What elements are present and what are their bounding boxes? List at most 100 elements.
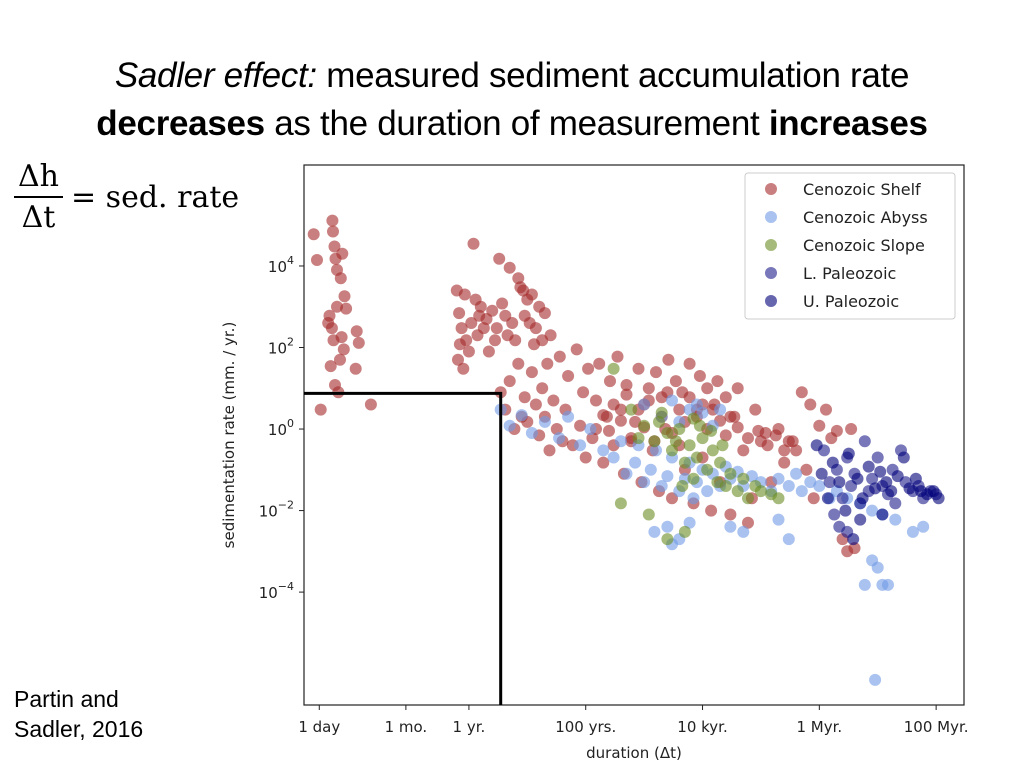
point-2-13 [701, 463, 714, 476]
point-2-11 [690, 451, 703, 464]
point-3-1 [823, 476, 836, 489]
point-0-151 [807, 492, 820, 505]
point-0-97 [593, 357, 606, 370]
point-0-159 [845, 423, 858, 435]
slide-title: Sadler effect: measured sediment accumul… [0, 52, 1024, 148]
legend-marker-4 [765, 295, 777, 307]
x-tick-label-4: 10 kyr. [677, 718, 727, 736]
citation: Partin and Sadler, 2016 [14, 684, 143, 744]
point-2-35 [716, 439, 729, 452]
point-0-91 [574, 419, 587, 432]
point-0-184 [731, 421, 744, 434]
point-0-29 [455, 322, 468, 335]
point-1-6 [562, 410, 575, 423]
point-2-27 [642, 508, 655, 521]
point-0-78 [529, 398, 542, 411]
point-0-23 [349, 362, 362, 375]
point-1-19 [661, 470, 674, 483]
y-tick-label-0: 10−4 [259, 580, 294, 602]
x-tick-label-3: 100 yrs. [555, 718, 616, 736]
point-2-20 [737, 472, 750, 485]
point-2-12 [696, 432, 709, 445]
point-0-6 [327, 225, 339, 238]
point-2-16 [714, 456, 727, 469]
point-4-8 [856, 492, 869, 505]
point-0-75 [518, 391, 531, 404]
point-0-73 [512, 357, 525, 370]
point-1-55 [724, 520, 737, 533]
point-0-67 [541, 357, 554, 370]
point-0-164 [614, 414, 627, 427]
point-2-28 [661, 533, 674, 546]
point-3-24 [828, 508, 841, 521]
point-1-64 [869, 673, 882, 686]
point-1-61 [871, 561, 884, 574]
x-tick-label-1: 1 mo. [385, 718, 428, 736]
point-1-42 [813, 480, 826, 492]
point-4-16 [903, 482, 916, 495]
point-1-4 [538, 415, 551, 428]
point-4-13 [885, 485, 898, 498]
point-2-26 [614, 497, 627, 510]
legend-label-2: Cenozoic Slope [803, 236, 925, 255]
point-0-84 [550, 423, 563, 435]
point-0-20 [340, 302, 353, 315]
point-0-138 [742, 516, 754, 529]
point-0-119 [669, 375, 682, 388]
point-4-1 [815, 467, 828, 480]
point-2-23 [754, 485, 767, 498]
point-0-15 [335, 331, 348, 344]
point-0-100 [604, 375, 616, 388]
point-0-134 [724, 508, 737, 521]
rate-formula: Δh Δt = sed. rate [14, 152, 239, 242]
point-0-136 [731, 382, 744, 395]
point-0-48 [493, 252, 506, 265]
point-0-85 [553, 350, 566, 363]
point-4-14 [891, 470, 904, 483]
point-0-32 [457, 362, 470, 375]
point-0-53 [506, 317, 519, 329]
point-1-38 [782, 480, 795, 492]
point-4-3 [826, 456, 839, 469]
point-0-54 [509, 334, 522, 347]
point-0-123 [683, 357, 696, 370]
point-0-36 [465, 317, 478, 329]
point-0-182 [719, 429, 732, 442]
point-2-3 [648, 435, 661, 448]
point-1-27 [701, 485, 714, 498]
point-1-66 [917, 520, 930, 533]
point-0-186 [752, 424, 765, 437]
point-4-9 [862, 460, 875, 473]
point-0-152 [813, 419, 826, 432]
point-2-9 [683, 439, 696, 452]
point-4-11 [874, 465, 887, 478]
point-1-75 [690, 398, 703, 411]
point-3-15 [889, 497, 902, 510]
point-0-145 [778, 456, 791, 469]
legend-label-4: U. Paleozoic [803, 292, 899, 311]
point-3-10 [866, 472, 879, 485]
point-1-11 [614, 435, 627, 448]
point-0-189 [778, 444, 791, 457]
point-0-185 [742, 432, 754, 445]
point-0-188 [769, 429, 782, 442]
point-0-165 [620, 388, 633, 401]
point-4-15 [897, 451, 910, 464]
x-tick-label-0: 1 day [298, 718, 340, 736]
point-0-61 [525, 288, 538, 301]
x-tick-label-2: 1 yr. [453, 718, 486, 736]
point-4-7 [851, 472, 864, 485]
title-middle: as the duration of measurement [264, 104, 769, 143]
point-1-3 [525, 427, 538, 439]
point-0-117 [662, 353, 675, 366]
point-1-1 [503, 419, 516, 432]
point-0-92 [577, 386, 590, 399]
point-0-108 [632, 362, 645, 375]
point-1-74 [666, 394, 678, 407]
point-0-102 [611, 350, 624, 363]
point-0-174 [673, 403, 686, 416]
point-0-49 [496, 297, 509, 310]
point-0-42 [477, 322, 490, 335]
point-4-17 [909, 472, 922, 485]
point-0-80 [536, 382, 549, 395]
